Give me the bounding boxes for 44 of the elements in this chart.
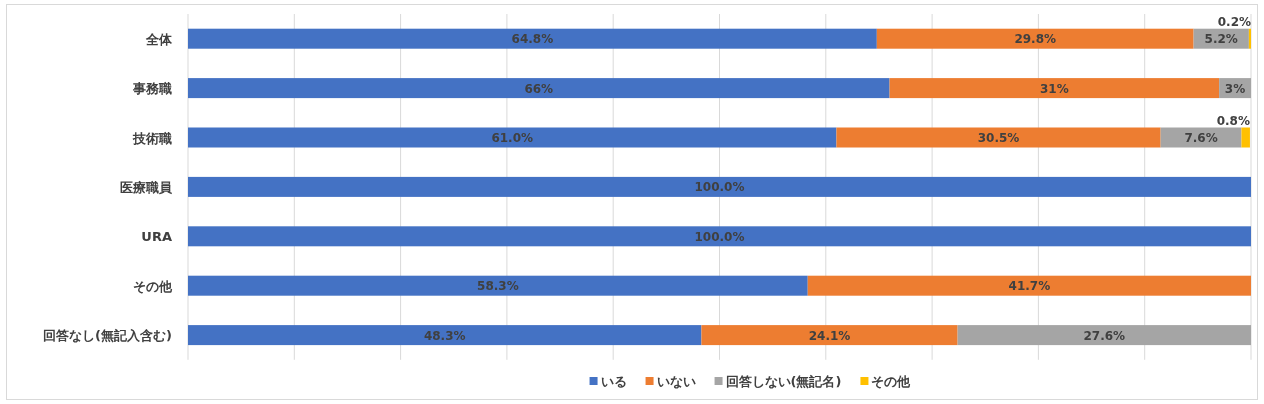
- y-tick-label: 事務職: [132, 81, 172, 97]
- data-label: 0.8%: [1216, 113, 1250, 128]
- bar: [701, 325, 958, 346]
- legend-label: いる: [600, 374, 627, 389]
- legend-label: 回答しない(無記名): [725, 374, 842, 389]
- data-label: 48.3%: [423, 328, 466, 343]
- bar: [188, 127, 837, 148]
- data-label: 30.5%: [977, 131, 1020, 145]
- data-label: 66%: [524, 81, 554, 96]
- y-tick-label: URA: [141, 229, 172, 245]
- bar: [957, 325, 1251, 346]
- bar: [1241, 127, 1250, 148]
- bar: [876, 28, 1194, 49]
- bar: [807, 275, 1251, 296]
- y-tick-label: 医療職員: [120, 179, 173, 195]
- data-label: 5.2%: [1204, 32, 1238, 47]
- bar: [1248, 28, 1251, 49]
- data-label: 3%: [1224, 81, 1246, 96]
- data-label: 61.0%: [491, 131, 534, 145]
- y-tick-label: その他: [133, 278, 173, 294]
- data-label: 7.6%: [1184, 131, 1218, 145]
- data-label: 100.0%: [694, 180, 745, 195]
- data-label: 0.2%: [1217, 14, 1251, 29]
- data-label: 31%: [1039, 81, 1069, 96]
- bar: [188, 325, 702, 346]
- data-label: 58.3%: [477, 279, 519, 294]
- data-label: 24.1%: [808, 328, 851, 343]
- bar: [889, 78, 1220, 99]
- data-label: 27.6%: [1083, 328, 1126, 343]
- y-tick-label: 技術職: [132, 130, 172, 146]
- legend-label: その他: [871, 374, 912, 389]
- bar: [188, 275, 808, 296]
- y-tick-label: 全体: [145, 31, 173, 47]
- data-label: 100.0%: [694, 229, 745, 244]
- bar: [188, 176, 1251, 197]
- bar: [836, 127, 1161, 148]
- data-label: 41.7%: [1008, 279, 1051, 294]
- data-label: 64.8%: [511, 32, 554, 47]
- bar: [188, 78, 890, 99]
- y-tick-label: 回答なし(無記入含む): [43, 328, 172, 344]
- bar: [188, 226, 1251, 247]
- legend-label: いない: [656, 374, 696, 389]
- bar: [188, 28, 877, 49]
- data-label: 29.8%: [1014, 32, 1057, 47]
